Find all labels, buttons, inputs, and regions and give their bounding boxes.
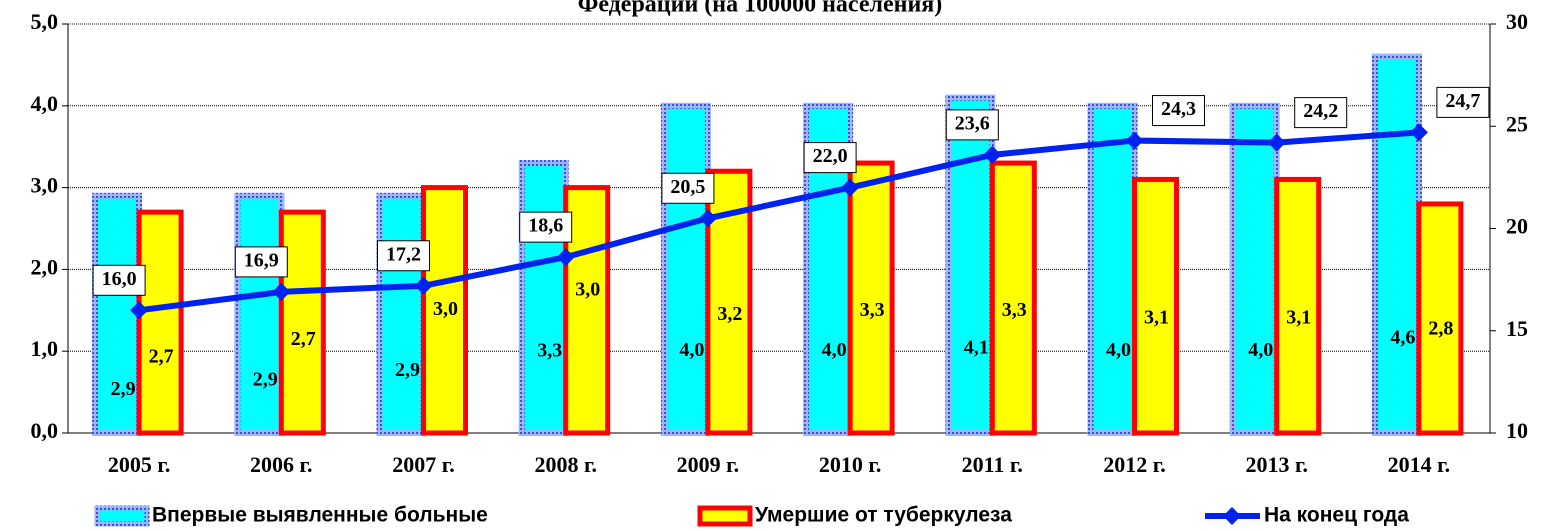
data-label: 3,0 — [575, 278, 600, 300]
x-tick-label: 2005 г. — [108, 452, 171, 477]
bar — [945, 94, 996, 437]
x-tick-label: 2007 г. — [392, 452, 455, 477]
bar — [1229, 102, 1280, 437]
legend-swatch — [697, 505, 753, 527]
line-marker — [1409, 123, 1428, 142]
data-label-box — [1294, 97, 1348, 129]
legend-swatch — [94, 505, 150, 527]
bar — [660, 102, 711, 437]
x-tick-label: 2008 г. — [534, 452, 597, 477]
data-label: 24,2 — [1303, 100, 1338, 122]
bar — [1132, 176, 1179, 436]
bar — [136, 209, 184, 436]
legend-swatch — [1223, 507, 1241, 525]
data-label: 2,9 — [395, 359, 420, 381]
x-tick-label: 2014 г. — [1388, 452, 1451, 477]
line-marker — [698, 209, 717, 228]
x-tick-label: 2006 г. — [250, 452, 313, 477]
y2-tick-label: 20 — [1506, 214, 1528, 239]
bar — [989, 160, 1037, 436]
bar — [278, 209, 326, 436]
line-marker — [841, 178, 860, 197]
y2-tick-label: 10 — [1506, 418, 1528, 443]
bar — [847, 160, 895, 436]
data-label-box — [92, 264, 146, 296]
data-label: 4,0 — [822, 339, 847, 361]
legend-label: На конец года — [1264, 504, 1409, 527]
data-label: 24,3 — [1161, 98, 1196, 120]
data-label: 3,0 — [433, 298, 458, 320]
line-marker — [1125, 131, 1144, 150]
bar — [234, 192, 285, 436]
line-marker — [272, 282, 291, 301]
x-tick-label: 2013 г. — [1245, 452, 1308, 477]
line-marker — [1267, 133, 1286, 152]
data-label: 2,7 — [291, 328, 316, 350]
data-label: 3,3 — [537, 340, 562, 362]
data-label: 4,6 — [1390, 327, 1415, 349]
y2-tick-label: 30 — [1506, 9, 1528, 34]
data-label-box — [803, 142, 857, 174]
data-label: 20,5 — [670, 176, 705, 198]
data-label: 2,9 — [253, 368, 278, 390]
data-label-box — [945, 109, 999, 141]
data-label: 24,7 — [1445, 90, 1480, 112]
data-label-box — [661, 172, 715, 204]
y2-tick-label: 25 — [1506, 111, 1528, 136]
y-tick-label: 0,0 — [31, 418, 59, 443]
bar — [92, 192, 143, 436]
x-tick-label: 2012 г. — [1103, 452, 1166, 477]
data-label: 4,0 — [1248, 339, 1273, 361]
y-tick-label: 2,0 — [31, 254, 59, 279]
y-tick-label: 1,0 — [31, 336, 59, 361]
y-tick-label: 3,0 — [31, 173, 59, 198]
y2-tick-label: 15 — [1506, 316, 1528, 341]
bar — [421, 185, 468, 436]
line — [138, 129, 1420, 314]
data-label: 4,1 — [964, 337, 989, 359]
x-tick-label: 2010 г. — [819, 452, 882, 477]
data-label: 23,6 — [955, 112, 990, 134]
data-label-box — [1152, 95, 1205, 127]
bar — [563, 185, 611, 436]
data-label: 2,8 — [1428, 318, 1453, 340]
y-tick-label: 4,0 — [31, 91, 59, 116]
line-marker — [130, 301, 149, 320]
y-tick-label: 5,0 — [31, 9, 59, 34]
legend-label: Впервые выявленные больные — [152, 504, 488, 527]
data-label-box — [234, 246, 288, 278]
data-label-box — [377, 240, 430, 272]
data-label-box — [1436, 86, 1490, 118]
x-tick-label: 2009 г. — [677, 452, 740, 477]
data-label: 4,0 — [1106, 339, 1131, 361]
line-marker — [414, 276, 433, 295]
data-label: 3,3 — [860, 299, 885, 321]
legend-label: Умершие от туберкулеза — [755, 504, 1012, 527]
chart-title: Федерации (на 100000 населения) — [578, 0, 943, 18]
data-label: 16,9 — [244, 249, 279, 271]
data-label: 2,9 — [111, 378, 136, 400]
data-label: 17,2 — [386, 243, 421, 265]
x-tick-label: 2011 г. — [962, 452, 1023, 477]
bar — [1416, 201, 1464, 436]
data-label: 2,7 — [149, 346, 174, 368]
data-label: 3,2 — [717, 303, 742, 325]
data-label: 16,0 — [102, 268, 137, 290]
bar — [518, 160, 569, 436]
data-label: 3,1 — [1144, 306, 1169, 328]
data-label: 4,0 — [679, 339, 704, 361]
data-label: 18,6 — [528, 215, 563, 237]
line-marker — [556, 248, 575, 267]
bar — [1371, 53, 1422, 436]
bar — [376, 192, 427, 436]
data-label: 22,0 — [813, 145, 848, 167]
data-label: 3,1 — [1286, 306, 1311, 328]
data-label-box — [519, 211, 573, 243]
bar — [1274, 176, 1322, 436]
bar — [1087, 102, 1138, 437]
line-marker — [983, 145, 1002, 164]
data-label: 3,3 — [1002, 299, 1027, 321]
